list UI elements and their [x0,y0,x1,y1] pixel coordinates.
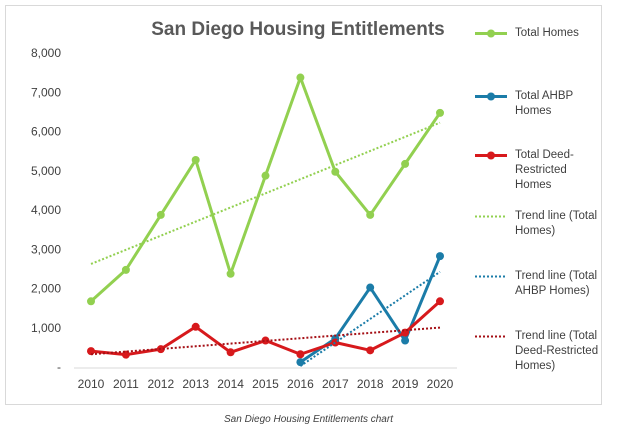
legend-item: Total Deed-Restricted Homes [474,148,603,193]
data-point [366,210,375,219]
legend-item: Trend line (Total Homes) [474,209,603,239]
trend-line [90,121,441,265]
y-tick-label: 8,000 [31,46,61,60]
data-point [401,159,410,168]
data-point [191,155,200,164]
legend-marker [487,151,495,160]
y-tick-label: - [57,360,61,374]
y-tick-label: 2,000 [31,282,61,296]
legend-marker [487,29,495,38]
x-tick-label: 2015 [252,377,279,391]
data-point [226,348,235,357]
x-tick-label: 2013 [182,377,209,391]
series-line [90,300,442,357]
legend-label: Trend line (Total Deed-Restricted Homes) [515,330,599,372]
data-point [436,108,444,117]
legend-label: Trend line (Total AHBP Homes) [515,270,598,297]
legend-swatch [475,29,507,38]
legend-item: Trend line (Total Deed-Restricted Homes) [474,329,603,374]
x-tick-label: 2016 [287,377,314,391]
legend-swatch [475,275,507,278]
data-point [87,297,95,306]
series-line [89,76,442,303]
legend-label: Total Homes [515,27,579,39]
x-tick-label: 2017 [322,377,349,391]
data-point [296,350,305,359]
legend-swatch [475,92,507,101]
chart-frame [5,5,602,405]
legend-marker [487,92,495,101]
data-point [366,283,375,292]
x-tick-label: 2012 [147,377,174,391]
legend-item: Trend line (Total AHBP Homes) [474,269,603,299]
x-tick-label: 2011 [113,377,139,391]
data-point [191,322,200,331]
data-point [261,336,270,345]
x-tick-label: 2018 [357,377,384,391]
data-point [436,297,444,306]
data-point [366,346,375,355]
legend-swatch [475,215,507,218]
data-point [121,265,130,274]
x-tick-label: 2019 [392,377,419,391]
data-point [436,252,444,261]
x-tick-label: 2014 [217,377,244,391]
data-point [296,358,305,367]
y-tick-label: 6,000 [31,125,61,139]
legend-label: Total AHBP Homes [515,90,573,117]
legend-label: Trend line (Total Homes) [515,210,598,237]
data-point [87,347,95,356]
x-tick-label: 2020 [427,377,454,391]
data-point [331,167,340,176]
chart: San Diego Housing Entitlements - 1,000 2,0… [31,19,457,391]
x-tick-label: 2010 [78,377,105,391]
legend-item: Total Homes [474,26,603,41]
data-point [156,210,165,219]
y-tick-label: 5,000 [31,164,61,178]
trend-line [299,271,441,367]
data-point [226,269,235,278]
y-tick-label: 4,000 [31,203,61,217]
chart-title: San Diego Housing Entitlements [151,19,444,40]
legend-swatch [475,151,507,160]
data-point [401,336,410,345]
caption: San Diego Housing Entitlements chart [224,414,393,425]
data-point [296,73,305,82]
y-tick-label: 3,000 [31,242,61,256]
legend-item: Total AHBP Homes [474,89,603,119]
legend-swatch [475,335,507,338]
y-tick-label: 7,000 [31,85,61,99]
legend-label: Total Deed-Restricted Homes [515,149,574,191]
y-tick-label: 1,000 [31,321,61,335]
data-point [261,171,270,180]
